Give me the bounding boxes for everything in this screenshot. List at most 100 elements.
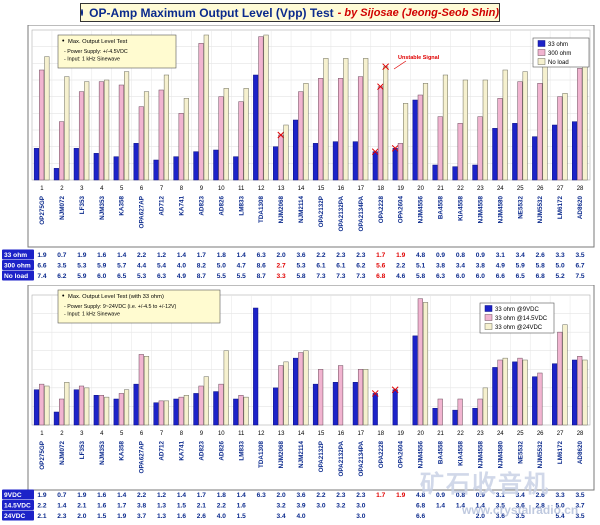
tick-number: 12 [258,431,265,437]
data-cell: 6.3 [257,252,266,259]
data-cell: 1.8 [217,492,226,499]
tick-number: 13 [278,186,285,192]
data-cell: 5.8 [536,263,545,270]
tick-number: 4 [100,186,104,192]
tick-label: OPA2132P [318,441,325,472]
tick-label: NJM2068 [278,196,285,224]
data-cell: 4.8 [416,252,425,259]
tick-label: NE5532 [517,441,524,464]
bar-33-ohm-9vdc [253,307,259,426]
tick-number: 15 [318,431,325,437]
tick-label: AD826 [218,441,225,461]
tick-number: 2 [60,431,64,437]
data-cell: 1.4 [456,503,465,510]
data-cell: 1.5 [177,503,186,510]
tick-label: OP275GP [39,441,46,470]
bar-33-ohm [213,149,219,181]
data-cell: 2.2 [316,252,325,259]
data-cell: 3.0 [356,503,365,510]
bar-33-ohm-9vdc [292,357,299,426]
tick-number: 4 [100,431,104,437]
data-cell: 1.6 [97,492,106,499]
bar-33-ohm-24vdc [303,350,309,426]
bar-no-load [383,66,389,181]
bar-no-load [442,74,448,181]
legend-item: No load [548,60,569,66]
data-cell: 4.4 [137,263,146,270]
bar-no-load [562,93,568,181]
tick-number: 20 [417,186,424,192]
bar-33-ohm-9vdc [571,359,578,426]
data-cell: 1.7 [197,492,206,499]
bar-300-ohm [537,83,543,181]
bar-33-ohm [113,156,119,181]
data-cell: 2.3 [356,492,365,499]
tick-number: 9 [200,186,204,192]
bar-33-ohm [372,151,378,181]
tick-number: 13 [278,431,285,437]
tick-label: OPA2228 [378,196,385,224]
data-cell: 6.1 [316,263,325,270]
bar-300-ohm [457,123,463,181]
bar-33-ohm [392,148,398,181]
data-cell: 3.7 [137,513,146,520]
data-cell: 5.6 [376,263,385,270]
data-cell: 0.8 [456,492,465,499]
data-cell: 3.2 [336,503,345,510]
tick-label: AD826 [218,196,225,216]
bar-300-ohm [198,43,204,181]
unstable-cross-icon [391,386,399,394]
data-cell: 0.8 [456,252,465,259]
data-cell: 6.3 [257,492,266,499]
tick-number: 14 [298,431,305,437]
data-cell: 0.7 [57,252,66,259]
tick-number: 7 [160,431,164,437]
tick-number: 2 [60,186,64,192]
data-cell: 8.6 [257,263,266,270]
bar-33-ohm [492,128,498,181]
data-cell: 4.9 [177,273,186,280]
bar-300-ohm [377,86,383,181]
data-cell: 3.8 [436,263,445,270]
unstable-cross-icon [277,131,285,139]
tick-number: 7 [160,186,164,192]
bar-33-ohm-14-5vdc [178,396,184,426]
tick-number: 14 [298,186,305,192]
tick-label: LF353 [79,196,86,215]
tick-label: KIA4558 [457,441,464,466]
bar-no-load [104,79,110,181]
bar-300-ohm [517,81,523,181]
data-cell: 5.5 [237,273,246,280]
data-cell: 6.7 [575,263,584,270]
bar-33-ohm-14-5vdc [577,356,583,426]
data-cell: 2.0 [476,513,485,520]
tick-label: AD8620 [577,196,584,220]
data-cell: 1.4 [177,492,186,499]
data-cell: 3.1 [496,492,505,499]
data-row-header [2,510,34,521]
tick-label: OPA2134PA [358,196,365,232]
data-cell: 7.3 [336,273,345,280]
bar-33-ohm [33,148,40,181]
bar-33-ohm-24vdc [104,396,110,426]
bar-33-ohm [472,164,478,181]
bar-33-ohm-24vdc [502,357,508,426]
bar-33-ohm [233,156,239,181]
chart-note-title: Max. Output Level Test [68,39,128,45]
data-cell: 1.6 [97,503,106,510]
tick-number: 3 [80,431,84,437]
data-cell: 5.3 [296,263,305,270]
data-cell: 6.8 [376,273,385,280]
bar-33-ohm-14-5vdc [39,383,45,426]
unstable-cross-icon [391,144,399,152]
legend-item: 33 ohm [548,42,568,48]
data-cell: 2.1 [37,513,46,520]
data-cell: 6.5 [516,273,525,280]
data-cell: 6.8 [416,503,425,510]
bar-300-ohm [477,116,483,181]
bar-300-ohm [318,78,324,181]
tick-number: 18 [377,186,384,192]
bar-33-ohm-9vdc [552,363,558,426]
data-cell: 1.4 [237,252,246,259]
data-cell: 3.6 [496,513,505,520]
